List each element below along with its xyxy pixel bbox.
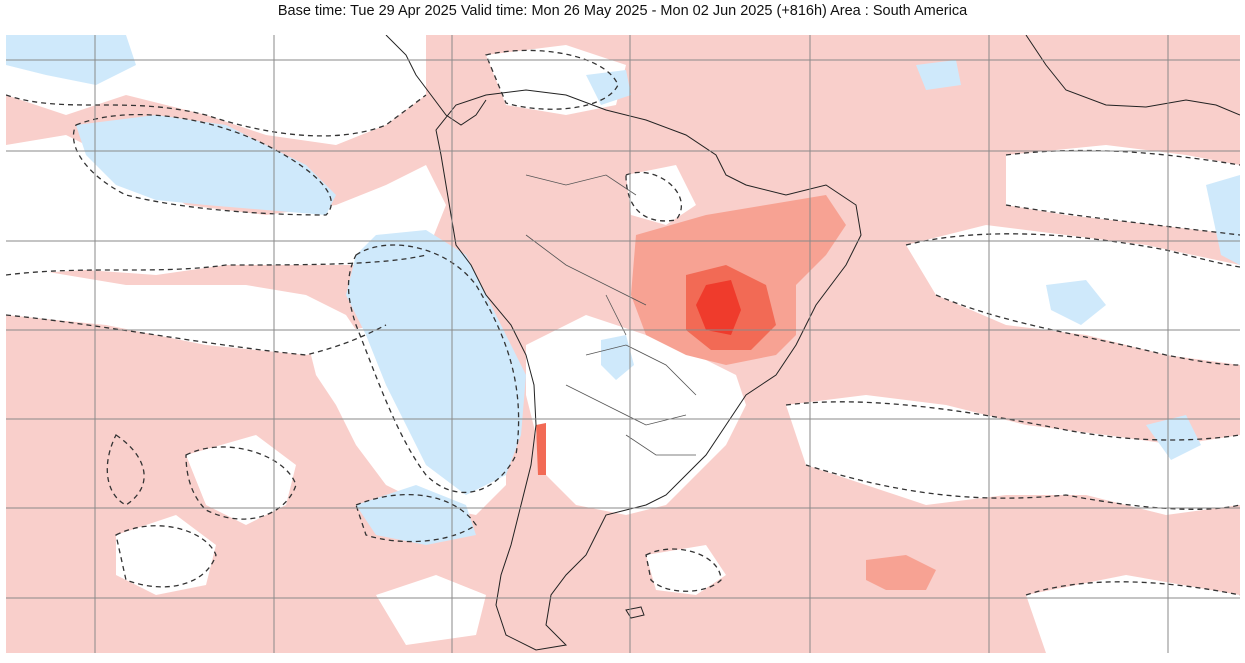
graticule [6,35,1240,653]
africa-coastline [1025,35,1240,116]
map-canvas [6,35,1240,653]
warm-anomaly-patch-atlantic [866,555,936,590]
warm-anomaly-patch-andes [536,423,546,475]
falklands-coastline [625,606,645,619]
anomaly-map [6,35,1240,653]
central-america-coastline [385,35,487,126]
dashed-contours [6,49,1240,596]
extreme-warm-anomaly-region [696,280,741,335]
south-america-coastline [435,89,862,651]
country-borders [525,174,697,456]
map-title: Base time: Tue 29 Apr 2025 Valid time: M… [277,3,968,19]
negative-anomaly-regions [6,35,1240,545]
coastlines [385,35,1240,651]
